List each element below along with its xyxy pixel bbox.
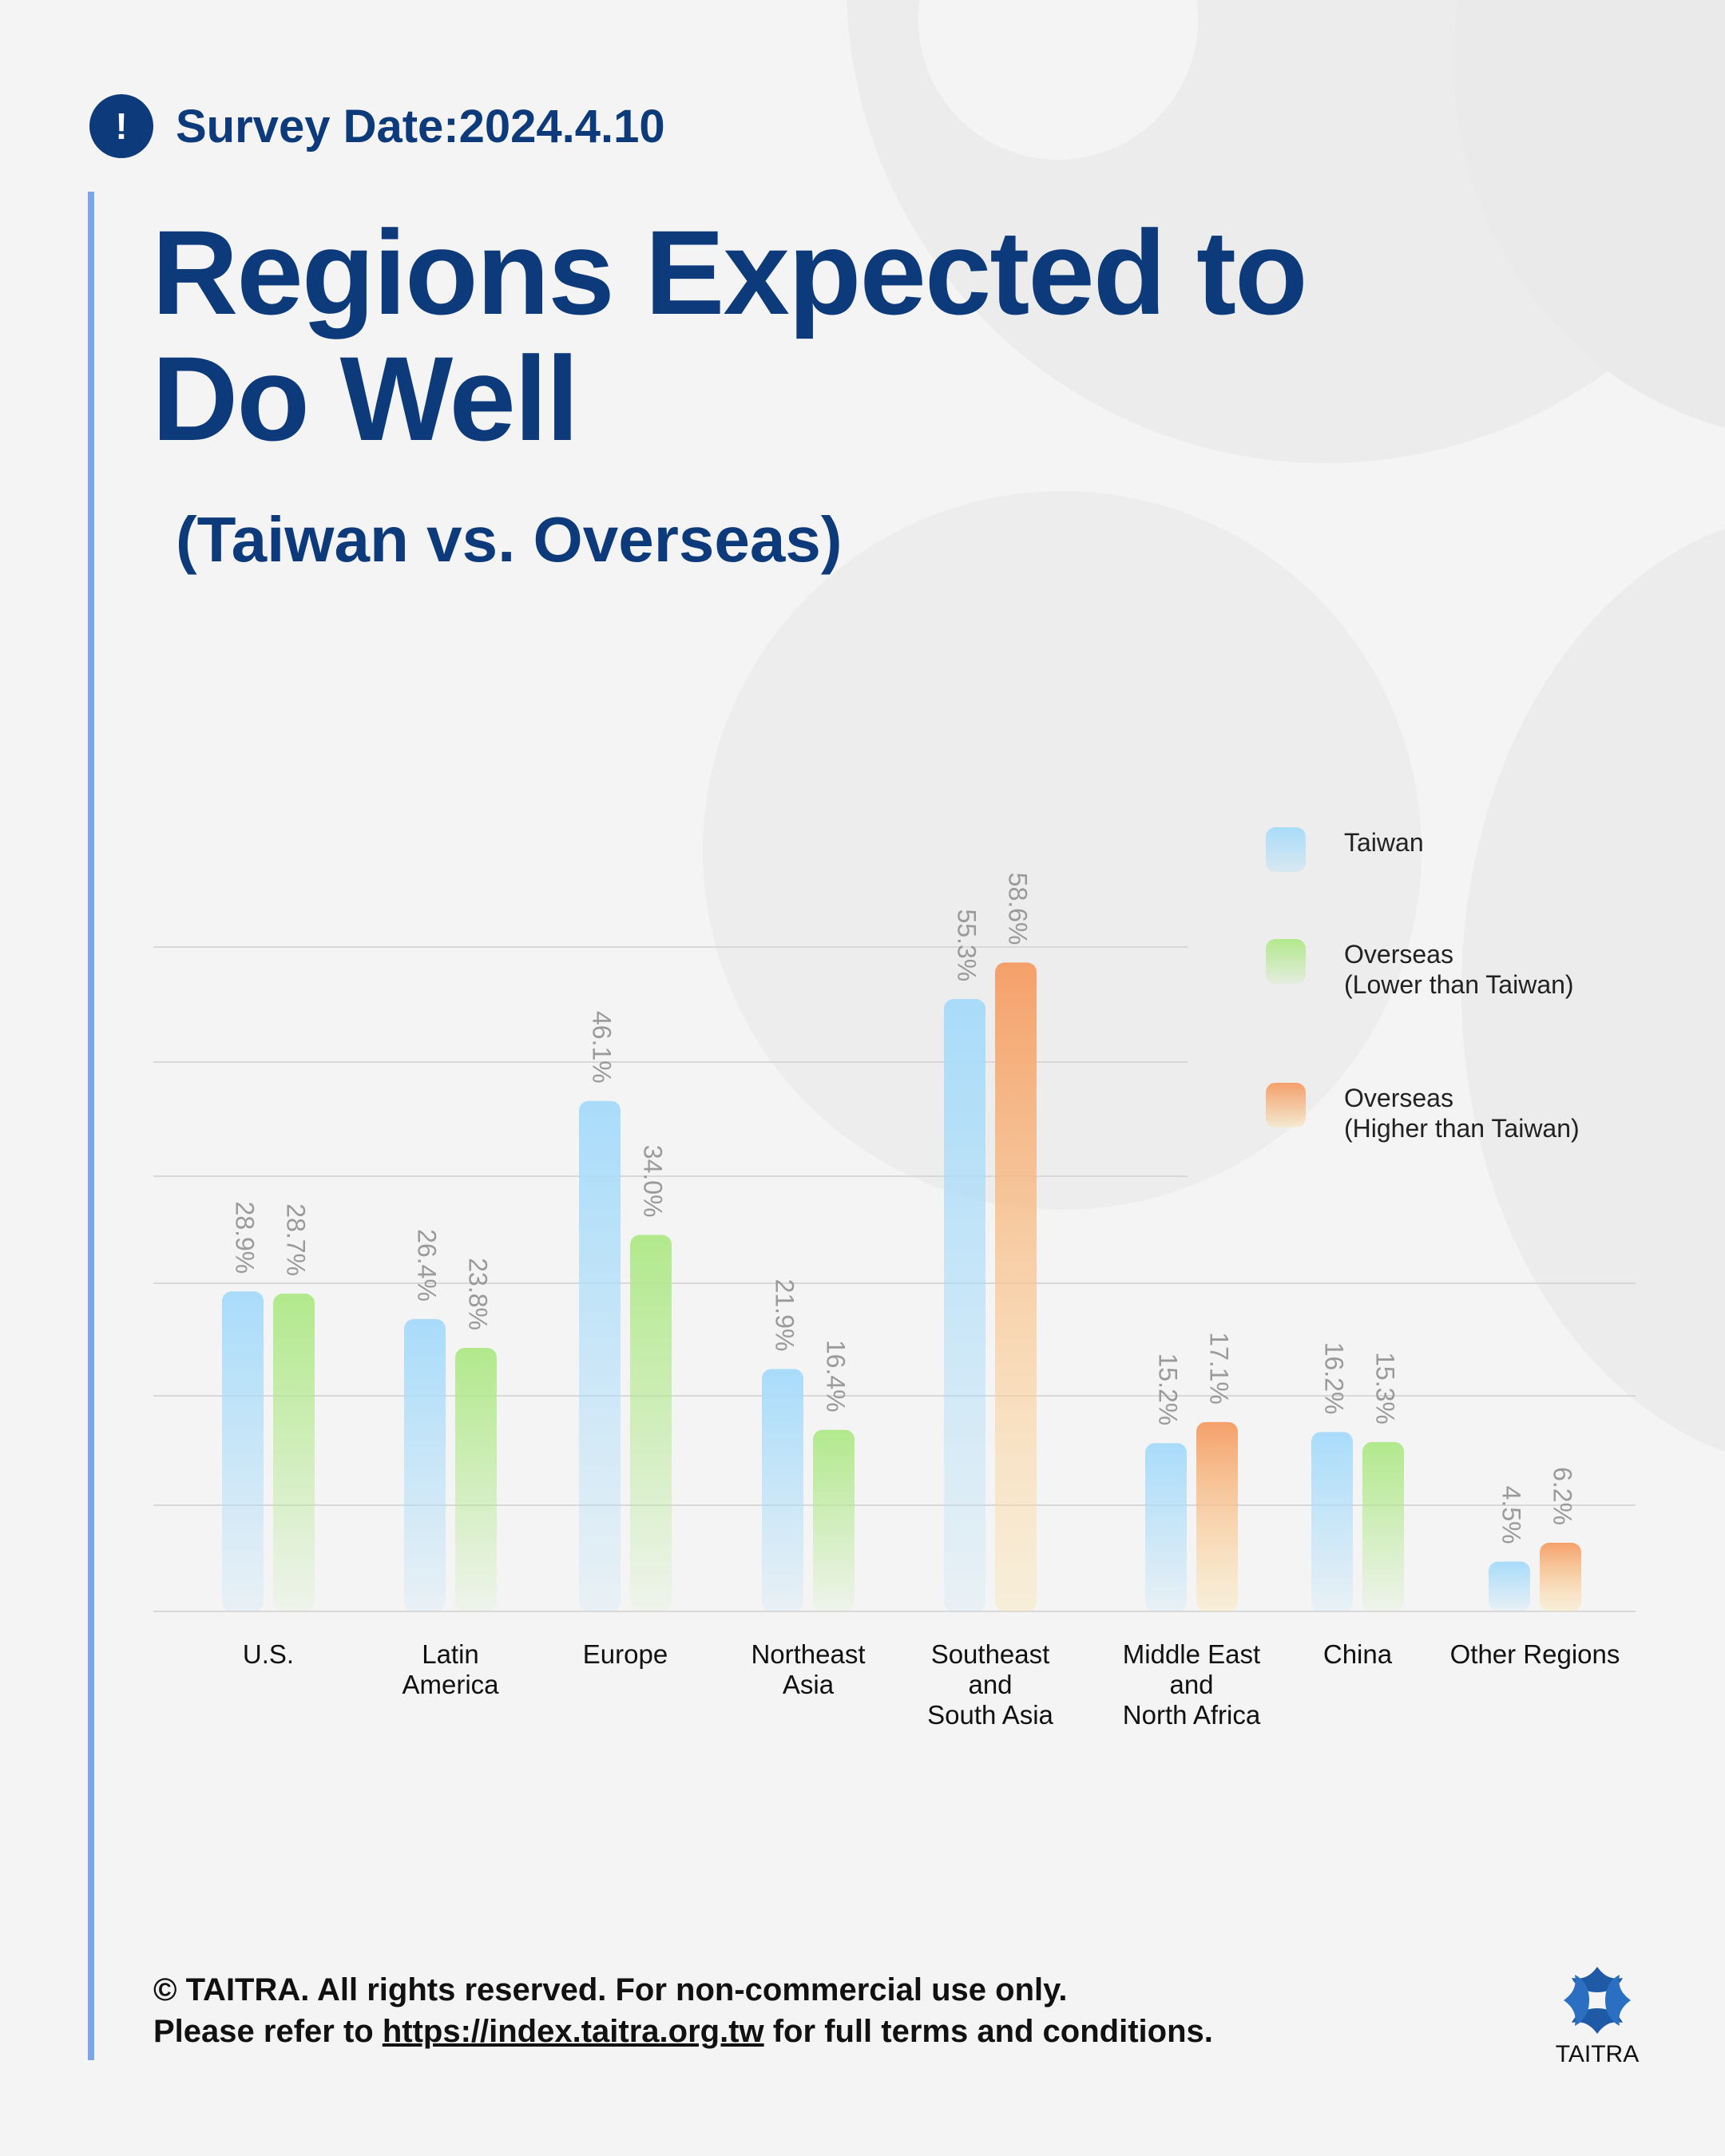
bar-overseas-higher (1196, 1421, 1238, 1611)
category-label-line: North Africa (1123, 1700, 1261, 1730)
bars (222, 962, 1581, 1611)
legend-swatch-overseas-lower (1266, 939, 1306, 984)
value-label-overseas: 17.1% (1205, 1332, 1234, 1405)
bar-taiwan (1145, 1443, 1187, 1611)
bar-overseas-lower (630, 1235, 672, 1611)
legend-item-taiwan: Taiwan (1266, 827, 1424, 872)
footer-copyright: © TAITRA. All rights reserved. For non-c… (153, 1972, 1068, 2007)
category-label-line: Middle East (1123, 1639, 1260, 1669)
page-title: Regions Expected to Do Well (152, 205, 1308, 466)
category-label: Southeast and South Asia (927, 1639, 1053, 1730)
category-label: Other Regions (1450, 1639, 1620, 1669)
taitra-logo-icon (1564, 1967, 1631, 2034)
survey-date: Survey Date:2024.4.10 (176, 100, 665, 153)
value-label-overseas: 28.7% (282, 1203, 311, 1276)
category-label-line: Europe (583, 1639, 668, 1669)
category-label-line: America (402, 1670, 499, 1699)
legend-item-overseas-lower: Overseas (Lower than Taiwan) (1266, 939, 1574, 1000)
footer-link[interactable]: https://index.taitra.org.tw (382, 2014, 764, 2049)
category-label: Middle East and North Africa (1123, 1639, 1261, 1730)
bar-overseas-lower (273, 1294, 315, 1611)
value-label-taiwan: 46.1% (588, 1011, 617, 1084)
value-labels: 28.9% 28.7% 26.4% 23.8% 46.1% 34.0% 21.9% 16.4%… (231, 873, 1577, 1544)
category-label-line: Latin (422, 1639, 479, 1669)
category-label-line: China (1323, 1639, 1393, 1669)
bar-overseas-lower (455, 1347, 497, 1611)
value-label-taiwan: 55.3% (953, 909, 981, 981)
footer-terms-prefix: Please refer to (153, 2014, 383, 2049)
bar-overseas-higher (1540, 1543, 1581, 1611)
value-label-taiwan: 28.9% (231, 1202, 260, 1274)
value-label-overseas: 58.6% (1004, 873, 1033, 945)
survey-date-row: ! Survey Date:2024.4.10 (89, 94, 665, 158)
bar-taiwan (762, 1369, 803, 1611)
category-label-line: South Asia (927, 1700, 1053, 1730)
accent-bar (88, 192, 94, 2060)
value-label-taiwan: 15.2% (1154, 1353, 1183, 1425)
category-label: U.S. (243, 1639, 294, 1669)
category-label-line: and (968, 1670, 1012, 1699)
alert-icon: ! (89, 94, 153, 158)
legend-label-overseas-lower: Overseas (Lower than Taiwan) (1344, 940, 1574, 999)
bar-overseas-lower (1362, 1441, 1404, 1611)
value-label-overseas: 6.2% (1549, 1467, 1577, 1525)
category-label: Northeast Asia (751, 1639, 865, 1699)
bar-taiwan (579, 1100, 621, 1611)
legend-swatch-overseas-higher (1266, 1083, 1306, 1128)
category-label: Latin America (402, 1639, 499, 1699)
category-label-line: Other Regions (1450, 1639, 1620, 1669)
bar-overseas-lower (813, 1429, 855, 1611)
value-label-overseas: 15.3% (1371, 1352, 1400, 1425)
bar-taiwan (1311, 1432, 1353, 1611)
category-label-line: U.S. (243, 1639, 294, 1669)
legend-label-overseas-higher: Overseas (Higher than Taiwan) (1344, 1084, 1580, 1143)
bar-taiwan (404, 1318, 446, 1611)
value-label-overseas: 23.8% (464, 1258, 493, 1330)
grid-lines (153, 946, 1636, 1612)
value-label-taiwan: 21.9% (771, 1279, 799, 1352)
legend-swatch-taiwan (1266, 827, 1306, 872)
bar-overseas-higher (995, 962, 1037, 1611)
category-label-line: and (1169, 1670, 1213, 1699)
category-label-line: Asia (783, 1670, 835, 1699)
category-label: Europe (583, 1639, 668, 1669)
logo-text: TAITRA (1555, 2041, 1640, 2067)
category-label-line: Northeast (751, 1639, 865, 1669)
bar-taiwan (1489, 1561, 1530, 1611)
bar-taiwan (944, 999, 985, 1611)
page-subtitle: (Taiwan vs. Overseas) (176, 504, 843, 575)
bar-taiwan (222, 1291, 264, 1611)
category-labels: U.S. Latin America Europe Northeast Asia South… (243, 1639, 1620, 1730)
legend-label-taiwan: Taiwan (1344, 828, 1424, 857)
category-label: China (1323, 1639, 1393, 1669)
value-label-overseas: 16.4% (822, 1340, 851, 1413)
value-label-taiwan: 4.5% (1497, 1486, 1526, 1544)
legend-item-overseas-higher: Overseas (Higher than Taiwan) (1266, 1083, 1580, 1143)
footer-terms-suffix: for full terms and conditions. (763, 2014, 1213, 2049)
footer: © TAITRA. All rights reserved. For non-c… (153, 1969, 1213, 2052)
category-label-line: Southeast (931, 1639, 1050, 1669)
footer-terms: Please refer to https://index.taitra.org… (153, 2011, 1213, 2052)
value-label-overseas: 34.0% (639, 1145, 668, 1218)
value-label-taiwan: 16.2% (1320, 1342, 1349, 1415)
value-label-taiwan: 26.4% (413, 1229, 442, 1302)
